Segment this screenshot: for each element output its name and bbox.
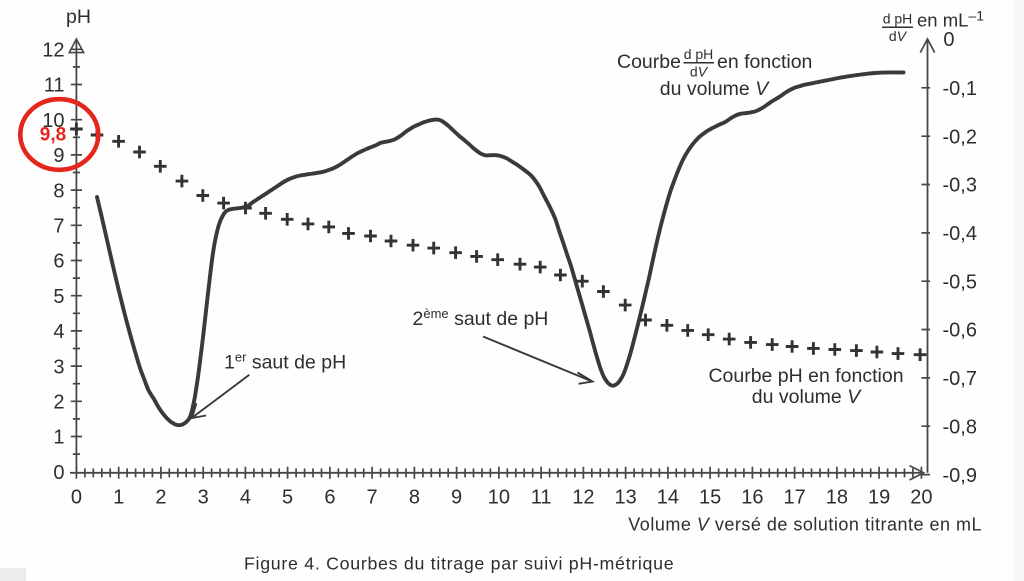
svg-text:10: 10 (488, 487, 510, 509)
svg-text:1: 1 (53, 427, 64, 449)
svg-text:-0,5: -0,5 (943, 271, 977, 293)
svg-text:du volume V: du volume V (752, 386, 862, 408)
svg-text:6: 6 (53, 251, 64, 273)
svg-text:-0,2: -0,2 (943, 126, 977, 148)
svg-text:en fonction: en fonction (717, 51, 812, 73)
svg-text:1: 1 (113, 487, 124, 509)
svg-text:-0,4: -0,4 (943, 223, 977, 245)
svg-text:16: 16 (741, 487, 763, 509)
svg-text:0: 0 (53, 462, 64, 484)
svg-text:2ème saut de pH: 2ème saut de pH (413, 306, 549, 330)
svg-text:9: 9 (53, 145, 64, 167)
svg-text:7: 7 (53, 216, 64, 238)
svg-text:8: 8 (409, 487, 420, 509)
svg-text:-0,3: -0,3 (943, 175, 977, 197)
svg-text:-0,7: -0,7 (943, 368, 977, 390)
svg-text:du volume V: du volume V (660, 78, 770, 100)
svg-text:2: 2 (155, 487, 166, 509)
svg-text:dV: dV (889, 28, 908, 44)
svg-text:0: 0 (943, 29, 954, 51)
svg-text:d pH: d pH (684, 46, 714, 62)
svg-text:12: 12 (572, 487, 594, 509)
svg-text:11: 11 (531, 487, 552, 509)
svg-text:-0,9: -0,9 (943, 465, 977, 487)
svg-text:18: 18 (826, 487, 848, 509)
svg-text:15: 15 (699, 487, 721, 509)
svg-text:5: 5 (53, 286, 64, 308)
svg-text:Figure 4. Courbes du titrage p: Figure 4. Courbes du titrage par suivi p… (244, 554, 674, 574)
svg-text:0: 0 (71, 487, 82, 509)
svg-text:9,8: 9,8 (40, 125, 66, 146)
svg-text:2: 2 (53, 392, 64, 414)
svg-text:4: 4 (240, 487, 251, 509)
svg-text:7: 7 (367, 487, 378, 509)
svg-text:6: 6 (324, 487, 335, 509)
svg-text:9: 9 (451, 487, 462, 509)
svg-text:19: 19 (868, 487, 890, 509)
svg-text:17: 17 (783, 487, 805, 509)
svg-text:14: 14 (657, 487, 679, 509)
svg-text:-0,6: -0,6 (943, 320, 977, 342)
svg-text:Volume V versé de solution tit: Volume V versé de solution titrante en m… (628, 515, 982, 535)
svg-text:11: 11 (44, 75, 65, 97)
svg-text:8: 8 (53, 180, 64, 202)
svg-text:3: 3 (198, 487, 209, 509)
svg-text:13: 13 (614, 487, 636, 509)
svg-text:Courbe: Courbe (617, 51, 681, 73)
svg-text:d pH: d pH (883, 11, 913, 27)
svg-text:-0,8: -0,8 (943, 416, 977, 438)
svg-text:1er saut de pH: 1er saut de pH (224, 349, 346, 373)
svg-text:4: 4 (53, 321, 64, 343)
svg-text:10: 10 (42, 110, 64, 132)
svg-text:12: 12 (42, 40, 64, 62)
svg-text:3: 3 (53, 356, 64, 378)
svg-text:20: 20 (910, 487, 932, 509)
svg-text:pH: pH (66, 6, 91, 28)
svg-text:-0,1: -0,1 (943, 78, 977, 100)
svg-text:Courbe pH en fonction: Courbe pH en fonction (708, 365, 903, 387)
svg-text:en mL–1: en mL–1 (917, 8, 984, 31)
svg-text:dV: dV (690, 63, 709, 79)
svg-text:5: 5 (282, 487, 293, 509)
